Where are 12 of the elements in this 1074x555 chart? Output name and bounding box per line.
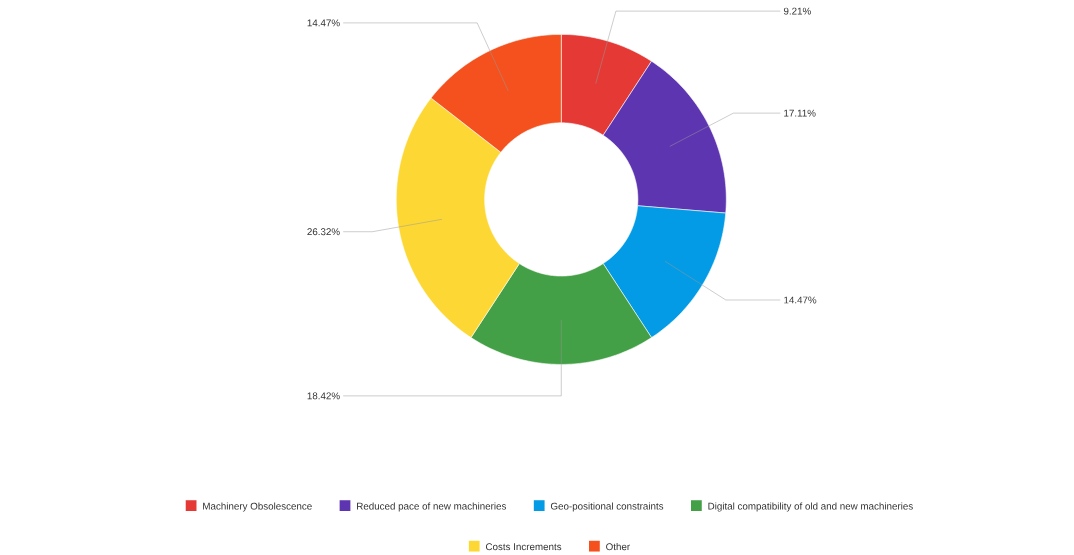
legend-label: Other — [606, 542, 630, 551]
data-label: 14.47% — [784, 296, 817, 304]
data-label: 17.11% — [784, 109, 816, 117]
legend-label: Machinery Obsolescence — [203, 502, 312, 512]
data-label: 9.21% — [783, 7, 811, 15]
legend-label: Reduced pace of new machineries — [357, 502, 507, 512]
data-label: 18.42% — [307, 392, 340, 400]
legend-label: Geo-positional constraints — [550, 502, 664, 512]
legend-label: Costs Increments — [485, 543, 562, 551]
data-label: 14.47% — [307, 19, 340, 27]
legend-label: Digital compatibility of old and new machineries — [708, 502, 913, 512]
data-label: 26.32% — [307, 228, 340, 236]
